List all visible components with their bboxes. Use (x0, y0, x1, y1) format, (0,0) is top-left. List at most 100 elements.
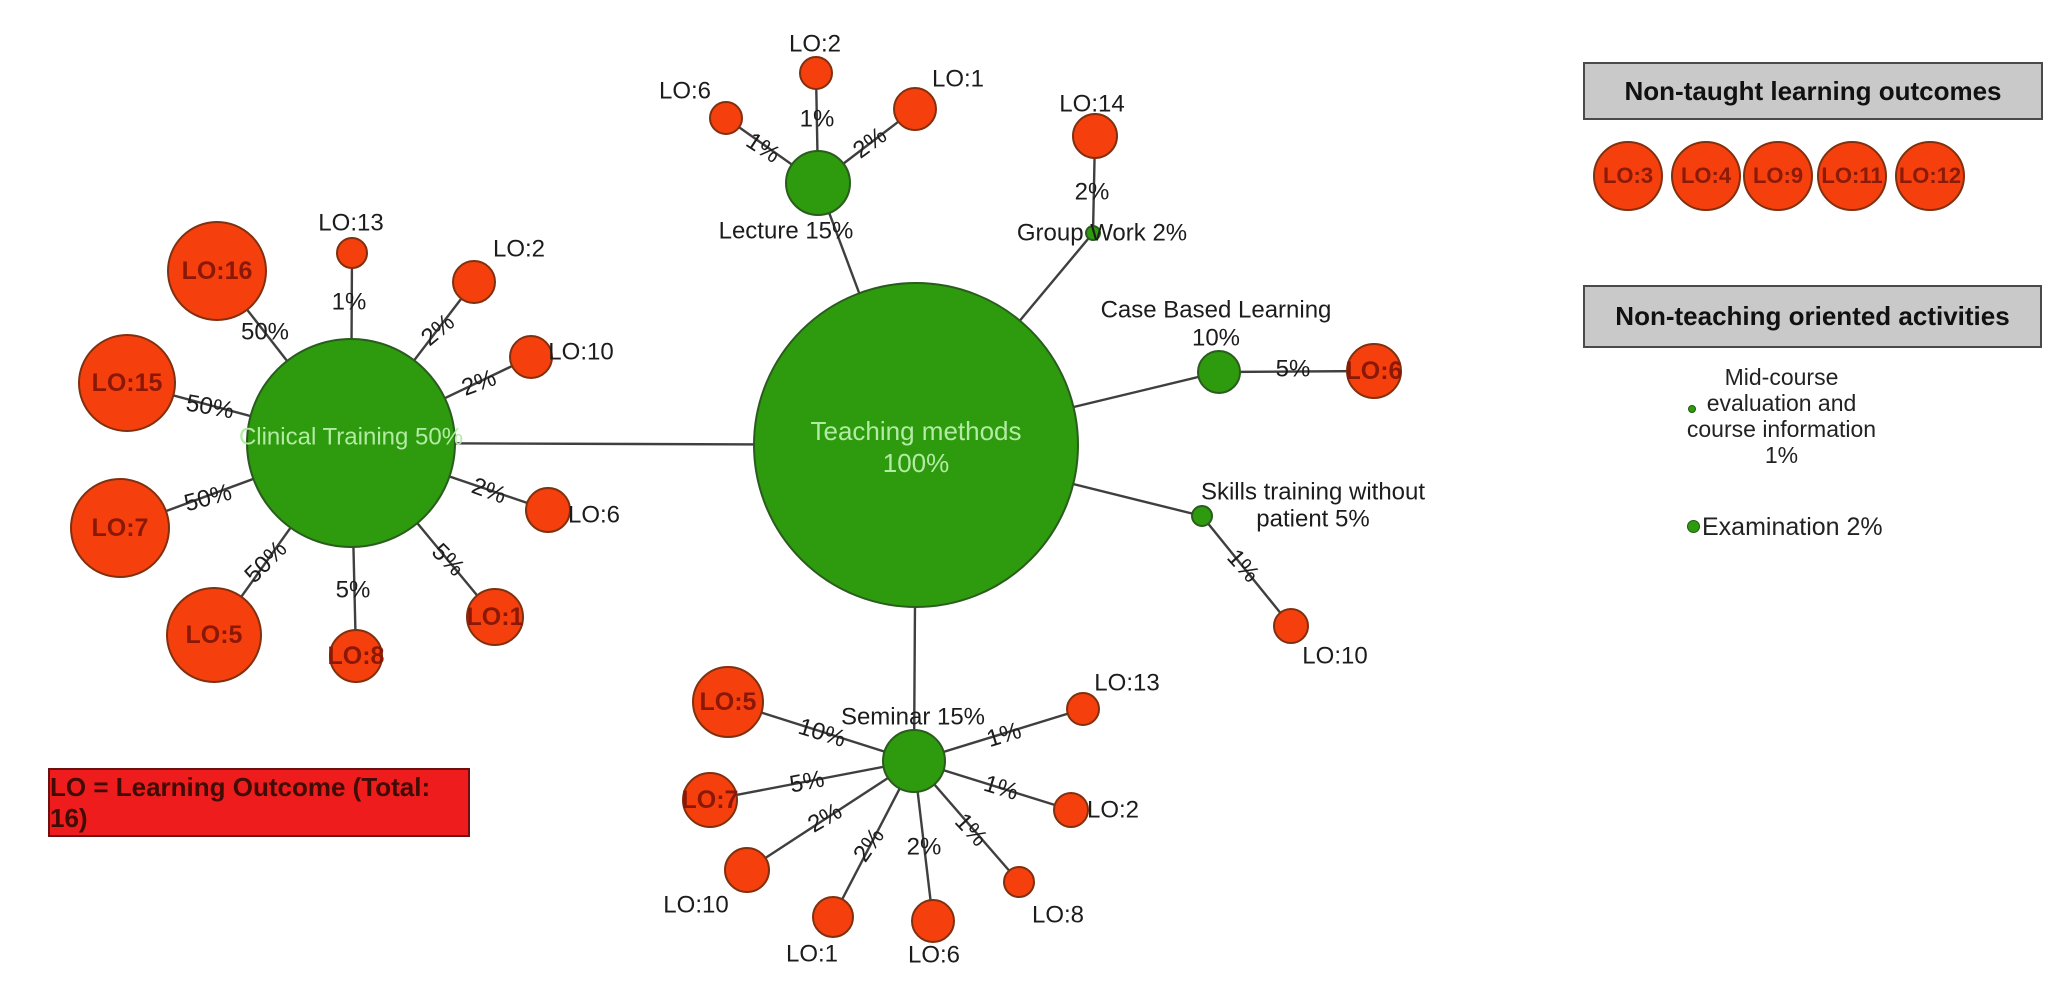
label-2--37: 2% (458, 364, 500, 401)
node-skills (1191, 505, 1213, 527)
label-lo-2-24: LO:2 (789, 31, 841, 58)
label-1--57: 1% (983, 717, 1024, 753)
non-taught-lo-circle: LO:9 (1743, 141, 1813, 211)
node-lo14 (1072, 113, 1118, 159)
node-cl-lo6 (525, 487, 571, 533)
label-lo-5-17: LO:5 (700, 688, 757, 716)
label-lo-1-25: LO:1 (932, 66, 984, 93)
node-sem-lo5 (692, 666, 764, 738)
node-cbl-lo6 (1346, 343, 1402, 399)
label-lo-7-18: LO:7 (682, 786, 739, 814)
label-seminar-15--4: Seminar 15% (841, 704, 985, 731)
label-50--34: 50% (241, 319, 289, 346)
node-cl-lo8 (329, 629, 383, 683)
label-lo-10-21: LO:10 (548, 339, 613, 366)
node-sem-lo1 (812, 896, 854, 938)
label-lo-14-26: LO:14 (1059, 91, 1124, 118)
label-2--52: 2% (803, 798, 847, 839)
label-5--42: 5% (336, 577, 371, 604)
edge-seminar-sem-lo7 (709, 759, 915, 802)
node-cbl (1197, 350, 1241, 394)
label-lo-7-12: LO:7 (92, 514, 149, 542)
label-2--53: 2% (848, 823, 890, 867)
label-lo-6-16: LO:6 (1346, 357, 1403, 385)
label-lo-6-23: LO:6 (659, 78, 711, 105)
node-lec-lo2 (799, 56, 833, 90)
label-50--41: 50% (239, 535, 292, 588)
non-taught-lo-circle: LO:12 (1895, 141, 1965, 211)
node-sem-lo8 (1003, 866, 1035, 898)
label-1--45: 1% (800, 106, 835, 133)
label-1--49: 1% (1221, 544, 1264, 588)
label-lo-8-31: LO:8 (1032, 902, 1084, 929)
label-lo-8-14: LO:8 (328, 642, 385, 670)
label-lo-10-28: LO:10 (663, 892, 728, 919)
legend-box: LO = Learning Outcome (Total: 16) (48, 768, 470, 837)
node-lec-lo1 (893, 87, 937, 131)
non-taught-lo-circle: LO:11 (1817, 141, 1887, 211)
node-sem-lo6 (911, 899, 955, 943)
label-lo-2-20: LO:2 (493, 236, 545, 263)
label-2--36: 2% (416, 309, 460, 352)
node-clinical (246, 338, 456, 548)
node-sem-lo10 (724, 847, 770, 893)
label-10--7: 10% (1192, 325, 1240, 352)
mid-course-line: course information (1686, 416, 1877, 442)
label-skills-training-without-8: Skills training without (1201, 479, 1425, 506)
node-cl-lo10 (509, 335, 553, 379)
label-lo-10-27: LO:10 (1302, 643, 1367, 670)
mid-course-dot-icon (1688, 405, 1696, 413)
label-2--54: 2% (907, 834, 942, 861)
node-lecture (785, 150, 851, 216)
node-cl-lo13 (336, 237, 368, 269)
label-100--2: 100% (883, 448, 950, 478)
label-5--51: 5% (787, 765, 826, 798)
label-lo-16-10: LO:16 (182, 257, 253, 285)
label-2--46: 2% (848, 122, 892, 164)
label-1--56: 1% (980, 770, 1021, 806)
label-50--38: 50% (184, 390, 236, 425)
examination-label: Examination 2% (1702, 513, 1883, 541)
label-group-work-2--5: Group Work 2% (1017, 220, 1187, 247)
label-5--43: 5% (426, 538, 470, 582)
node-sem-lo2 (1053, 792, 1089, 828)
node-sem-lo7 (682, 772, 738, 828)
node-skl-lo10 (1273, 608, 1309, 644)
edge-skills-skl-lo10 (1201, 515, 1292, 627)
label-1--35: 1% (332, 289, 367, 316)
label-lo-13-33: LO:13 (1094, 670, 1159, 697)
label-patient-5--9: patient 5% (1256, 506, 1369, 533)
label-2--39: 2% (468, 472, 510, 509)
label-50--40: 50% (181, 479, 234, 518)
non-taught-lo-circle: LO:3 (1593, 141, 1663, 211)
mid-course-line: evaluation and (1706, 390, 1857, 416)
label-5--48: 5% (1276, 356, 1311, 383)
label-lo-6-30: LO:6 (908, 942, 960, 969)
non-taught-lo-circle: LO:4 (1671, 141, 1741, 211)
label-lo-1-29: LO:1 (786, 941, 838, 968)
node-teaching (753, 282, 1079, 608)
non-teaching-header: Non-teaching oriented activities (1583, 285, 2042, 348)
node-cl-lo7 (70, 478, 170, 578)
label-lecture-15--3: Lecture 15% (719, 218, 854, 245)
node-cl-lo2 (452, 260, 496, 304)
mid-course-line: 1% (1764, 442, 1799, 468)
node-cl-lo5 (166, 587, 262, 683)
label-lo-15-11: LO:15 (92, 369, 163, 397)
mid-course-line: Mid-course (1724, 364, 1839, 390)
non-taught-header: Non-taught learning outcomes (1583, 62, 2043, 120)
non-teaching-title: Non-teaching oriented activities (1615, 301, 2010, 331)
node-seminar (882, 729, 946, 793)
node-groupwork (1085, 225, 1101, 241)
mid-course-label: Mid-course evaluation and course informa… (1659, 364, 1904, 468)
node-cl-lo15 (78, 334, 176, 432)
node-lec-lo6 (709, 101, 743, 135)
label-lo-13-19: LO:13 (318, 210, 383, 237)
label-lo-5-13: LO:5 (186, 621, 243, 649)
label-lo-2-32: LO:2 (1087, 797, 1139, 824)
node-cl-lo1 (466, 588, 524, 646)
legend-text: LO = Learning Outcome (Total: 16) (50, 771, 431, 833)
edge-seminar-sem-lo10 (746, 759, 915, 872)
label-lo-1-15: LO:1 (467, 603, 524, 631)
